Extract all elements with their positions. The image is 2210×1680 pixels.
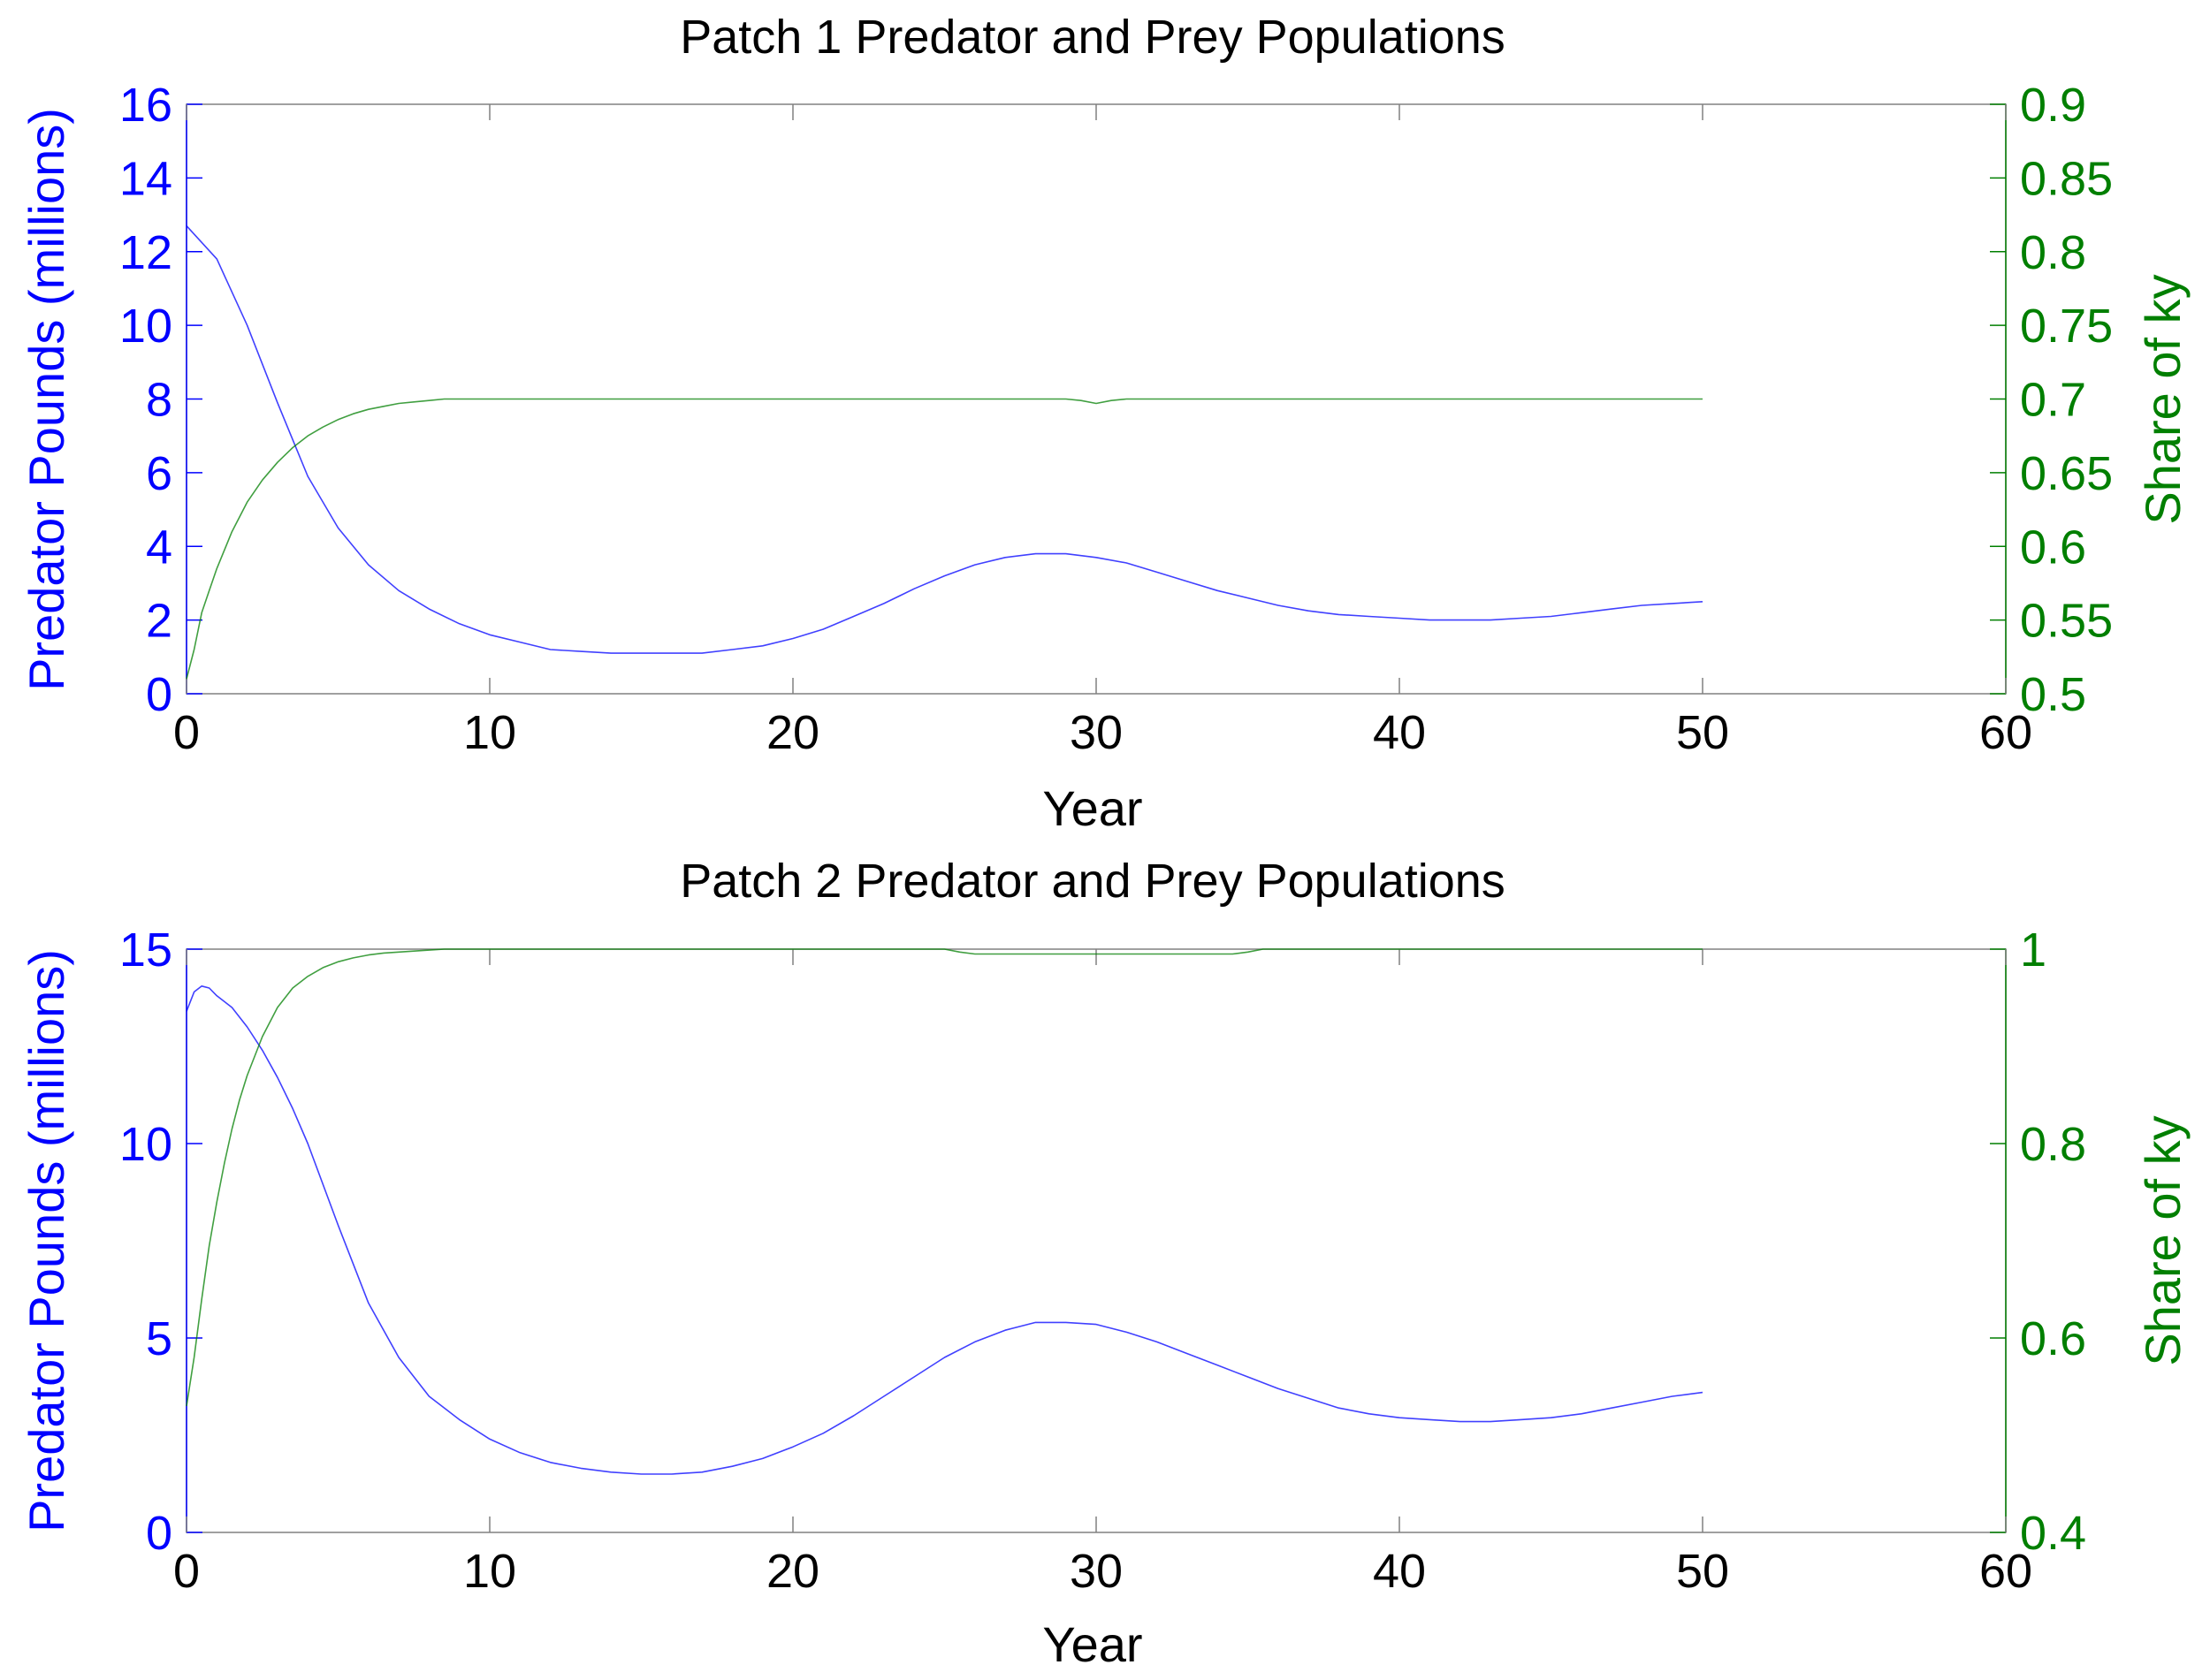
x-tick-label: 60 <box>1979 1545 2032 1598</box>
chart-2-x-axis-label: Year <box>1042 1616 1142 1672</box>
x-tick-label: 10 <box>463 706 516 759</box>
y2-tick-label: 1 <box>2020 924 2046 977</box>
x-tick-label: 50 <box>1676 1545 1729 1598</box>
chart-2-y-axis-label: Predator Pounds (millions) <box>19 949 74 1532</box>
y2-tick-label: 0.7 <box>2020 374 2086 427</box>
y-tick-label: 0 <box>146 668 172 721</box>
share-of-ky-line <box>186 398 1703 680</box>
predator-pounds-line <box>186 225 1703 654</box>
x-tick-label: 40 <box>1373 1545 1426 1598</box>
y-tick-label: 6 <box>146 447 172 500</box>
y2-tick-label: 0.8 <box>2020 226 2086 279</box>
predator-pounds-line <box>186 985 1703 1475</box>
chart-1-x-axis-label: Year <box>1042 780 1142 836</box>
chart-1-title: Patch 1 Predator and Prey Populations <box>680 11 1505 64</box>
chart-1-y-axis-label: Predator Pounds (millions) <box>19 108 74 691</box>
y-tick-label: 5 <box>146 1312 172 1365</box>
y-tick-label: 2 <box>146 595 172 648</box>
y2-tick-label: 0.5 <box>2020 668 2086 721</box>
y-tick-label: 10 <box>119 300 172 353</box>
x-tick-label: 30 <box>1070 706 1123 759</box>
y2-tick-label: 0.75 <box>2020 300 2113 353</box>
chart-patch-1: Patch 1 Predator and Prey Populations 0 2… <box>19 11 2191 836</box>
chart-2-title: Patch 2 Predator and Prey Populations <box>680 855 1505 908</box>
chart-2-series <box>186 948 1703 1475</box>
chart-patch-2: Patch 2 Predator and Prey Populations 0 5… <box>19 855 2191 1672</box>
y2-tick-label: 0.8 <box>2020 1118 2086 1171</box>
chart-2-x-axis: 0 10 20 30 40 50 60 <box>173 949 2032 1598</box>
y2-tick-label: 0.4 <box>2020 1507 2086 1560</box>
y2-tick-label: 0.6 <box>2020 1312 2086 1365</box>
y2-tick-label: 0.85 <box>2020 152 2113 205</box>
y2-tick-label: 0.9 <box>2020 79 2086 132</box>
chart-2-y2-axis-label: Share of ky <box>2135 1115 2191 1365</box>
y-tick-label: 15 <box>119 924 172 977</box>
x-tick-label: 0 <box>173 1545 200 1598</box>
chart-2-left-axis: 0 5 10 15 <box>119 924 202 1560</box>
chart-1-right-axis: 0.5 0.55 0.6 0.65 0.7 0.75 0.8 0.85 0.9 <box>1990 79 2113 721</box>
x-tick-label: 40 <box>1373 706 1426 759</box>
y-tick-label: 14 <box>119 152 172 205</box>
chart-1-y2-axis-label: Share of ky <box>2135 274 2191 524</box>
x-tick-label: 20 <box>766 1545 819 1598</box>
share-of-ky-line <box>186 948 1703 1407</box>
chart-2-right-axis: 0.4 0.6 0.8 1 <box>1990 924 2086 1560</box>
y-tick-label: 4 <box>146 521 172 574</box>
y-tick-label: 0 <box>146 1507 172 1560</box>
x-tick-label: 60 <box>1979 706 2032 759</box>
y2-tick-label: 0.6 <box>2020 521 2086 574</box>
chart-1-left-axis: 0 2 4 6 8 10 12 14 16 <box>119 79 202 721</box>
y-tick-label: 16 <box>119 79 172 132</box>
chart-1-x-axis: 0 10 20 30 40 50 60 <box>173 104 2032 759</box>
x-tick-label: 50 <box>1676 706 1729 759</box>
x-tick-label: 30 <box>1070 1545 1123 1598</box>
x-tick-label: 0 <box>173 706 200 759</box>
y2-tick-label: 0.65 <box>2020 447 2113 500</box>
y-tick-label: 12 <box>119 226 172 279</box>
y-tick-label: 8 <box>146 374 172 427</box>
y-tick-label: 10 <box>119 1118 172 1171</box>
y2-tick-label: 0.55 <box>2020 595 2113 648</box>
chart-1-series <box>186 225 1703 680</box>
x-tick-label: 20 <box>766 706 819 759</box>
x-tick-label: 10 <box>463 1545 516 1598</box>
